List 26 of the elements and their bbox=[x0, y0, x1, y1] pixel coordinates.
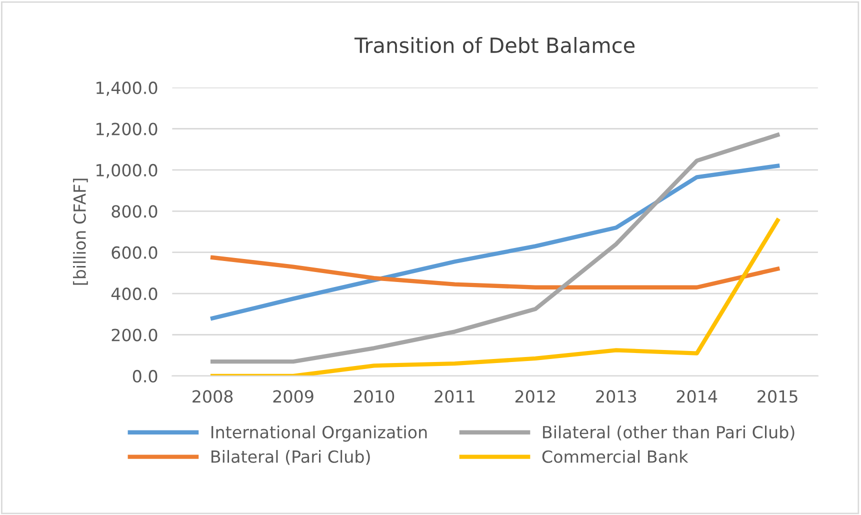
y-tick-label: 200.0 bbox=[112, 328, 158, 342]
legend-label: Bilateral (other than Pari Club) bbox=[543, 426, 794, 440]
x-tick-label: 2011 bbox=[434, 390, 474, 403]
line-series bbox=[210, 164, 780, 320]
line-series bbox=[210, 255, 780, 290]
chart-title: Transition of Debt Balamce bbox=[354, 37, 635, 54]
x-tick-label: 2009 bbox=[273, 390, 314, 403]
line-series bbox=[210, 132, 780, 364]
line-series bbox=[210, 218, 780, 376]
y-axis-title: [billion CFAF] bbox=[73, 178, 88, 285]
legend-label: Bilateral (Pari Club) bbox=[212, 450, 370, 465]
x-tick-label: 2012 bbox=[515, 390, 555, 403]
y-tick-label: 800.0 bbox=[112, 205, 158, 218]
legend-label: Commercial Bank bbox=[542, 450, 688, 463]
legend-label: International Organization bbox=[212, 426, 427, 442]
y-tick-label: 1,400.0 bbox=[96, 82, 158, 96]
x-tick-label: 2015 bbox=[758, 390, 798, 403]
x-tick-label: 2010 bbox=[354, 390, 394, 403]
y-tick-label: 400.0 bbox=[111, 288, 158, 300]
y-tick-label: 0.0 bbox=[132, 370, 158, 383]
y-tick-label: 1,000.0 bbox=[96, 164, 158, 178]
x-tick-label: 2014 bbox=[676, 390, 718, 403]
y-tick-label: 600.0 bbox=[112, 246, 158, 259]
x-tick-label: 2008 bbox=[192, 390, 233, 403]
x-tick-label: 2013 bbox=[596, 390, 636, 403]
y-tick-label: 1,200.0 bbox=[96, 122, 158, 138]
